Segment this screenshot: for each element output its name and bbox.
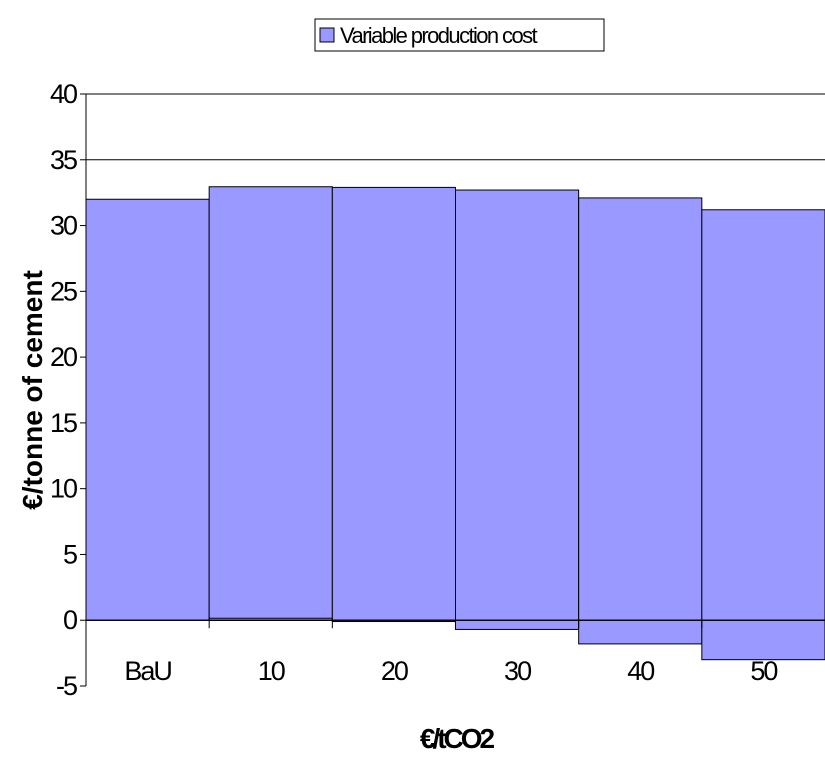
bar: [455, 189, 580, 621]
bar: [701, 209, 825, 621]
y-tick-label: 5: [63, 539, 77, 569]
bar: [85, 198, 210, 621]
y-tick-label: 40: [50, 79, 77, 109]
y-tick-label: 15: [50, 408, 77, 438]
bar-offset: [455, 619, 580, 630]
x-tick-label: 30: [504, 656, 531, 686]
bar: [578, 197, 703, 621]
x-tick-label: 20: [381, 656, 408, 686]
y-tick-label: 10: [50, 474, 77, 504]
axes: [80, 93, 825, 687]
bars: [85, 186, 825, 661]
y-tick-label: 20: [50, 342, 77, 372]
y-tick-label: 35: [50, 145, 77, 175]
x-tick-label: 10: [258, 656, 285, 686]
legend: Variable production cost: [314, 18, 605, 52]
bar-offset: [578, 619, 703, 645]
bar: [331, 186, 457, 621]
bar: [208, 186, 333, 621]
x-tick-label: BaU: [124, 656, 171, 686]
legend-frame: [314, 18, 605, 52]
legend-label: Variable production cost: [340, 23, 537, 48]
x-tick-label: 40: [627, 656, 654, 686]
bar-offset: [701, 619, 825, 661]
x-tick-label: 50: [750, 656, 777, 686]
x-axis-title: €/tCO2: [420, 723, 495, 754]
y-tick-label: 25: [50, 276, 77, 306]
legend-swatch: [319, 27, 335, 43]
y-tick-label: 0: [63, 605, 77, 635]
y-axis-title: €/tonne of cement: [17, 270, 48, 510]
x-tick-labels: BaU 10 20 30 40 50: [124, 656, 779, 686]
y-tick-label: 30: [50, 211, 77, 241]
y-tick-labels: -5 0 5 10 15 20 25 30 35 40: [50, 79, 79, 701]
y-tick-label: -5: [56, 671, 77, 701]
